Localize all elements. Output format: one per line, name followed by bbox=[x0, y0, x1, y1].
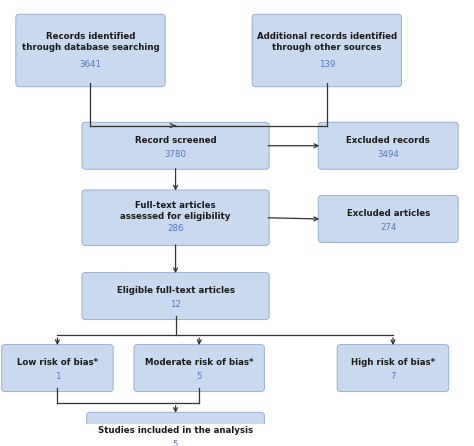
Text: Full-text articles
assessed for eligibility: Full-text articles assessed for eligibil… bbox=[120, 201, 231, 222]
Text: Studies included in the analysis: Studies included in the analysis bbox=[98, 426, 253, 435]
Text: Records identified
through database searching: Records identified through database sear… bbox=[22, 32, 159, 52]
Text: High risk of bias*: High risk of bias* bbox=[351, 358, 435, 368]
FancyBboxPatch shape bbox=[87, 412, 264, 446]
FancyBboxPatch shape bbox=[337, 345, 449, 392]
FancyBboxPatch shape bbox=[82, 273, 269, 320]
Text: Excluded articles: Excluded articles bbox=[346, 209, 430, 218]
FancyBboxPatch shape bbox=[252, 14, 401, 87]
Text: Additional records identified
through other sources: Additional records identified through ot… bbox=[257, 32, 397, 52]
FancyBboxPatch shape bbox=[16, 14, 165, 87]
FancyBboxPatch shape bbox=[82, 190, 269, 245]
FancyBboxPatch shape bbox=[134, 345, 264, 392]
Text: 139: 139 bbox=[319, 60, 335, 70]
Text: 1: 1 bbox=[55, 372, 60, 381]
FancyBboxPatch shape bbox=[82, 122, 269, 169]
Text: Record screened: Record screened bbox=[135, 136, 216, 145]
Text: 3494: 3494 bbox=[377, 150, 399, 159]
Text: 7: 7 bbox=[390, 372, 396, 381]
Text: 286: 286 bbox=[167, 224, 184, 233]
Text: 274: 274 bbox=[380, 223, 396, 232]
Text: 5: 5 bbox=[173, 440, 178, 446]
FancyBboxPatch shape bbox=[318, 195, 458, 243]
Text: 5: 5 bbox=[196, 372, 202, 381]
Text: 12: 12 bbox=[170, 301, 181, 310]
Text: Eligible full-text articles: Eligible full-text articles bbox=[117, 286, 235, 295]
Text: Excluded records: Excluded records bbox=[346, 136, 430, 145]
Text: Low risk of bias*: Low risk of bias* bbox=[17, 358, 98, 368]
Text: 3641: 3641 bbox=[80, 60, 101, 70]
FancyBboxPatch shape bbox=[318, 122, 458, 169]
Text: 3780: 3780 bbox=[164, 150, 187, 159]
FancyBboxPatch shape bbox=[1, 345, 113, 392]
Text: Moderate risk of bias*: Moderate risk of bias* bbox=[145, 358, 254, 368]
